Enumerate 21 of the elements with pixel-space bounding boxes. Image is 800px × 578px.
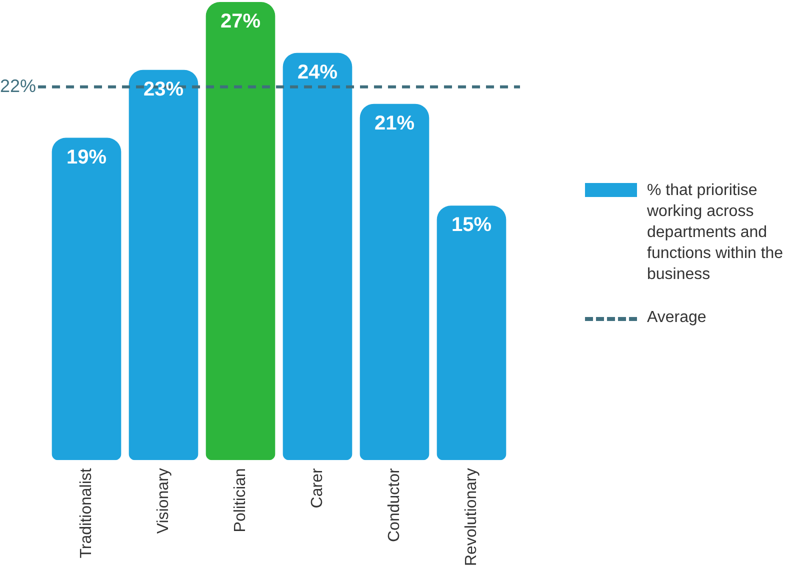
legend-label: Average	[647, 308, 706, 328]
data-label: 19%	[66, 146, 107, 168]
text: 22%	[0, 76, 36, 96]
x-tick-label: Carer	[308, 468, 326, 508]
x-tick-label: Visionary	[154, 468, 172, 534]
data-label: 27%	[220, 10, 261, 33]
bar	[206, 2, 276, 460]
data-label: 24%	[297, 61, 338, 84]
x-tick-label: Politician	[232, 468, 249, 532]
legend-label: % that prioritise working across departments and functions within the business	[647, 181, 784, 285]
data-label: 21%	[374, 112, 415, 134]
bar	[436, 206, 506, 460]
bar	[360, 104, 430, 460]
bar	[128, 70, 198, 460]
data-label: 15%	[451, 214, 492, 236]
x-tick-label: Traditionalist	[78, 468, 95, 558]
x-tick-label: Revolutionary	[462, 468, 480, 566]
data-label: 23%	[143, 78, 184, 100]
bar	[282, 52, 352, 460]
x-tick-label: Conductor	[386, 468, 403, 542]
bar	[52, 138, 122, 460]
